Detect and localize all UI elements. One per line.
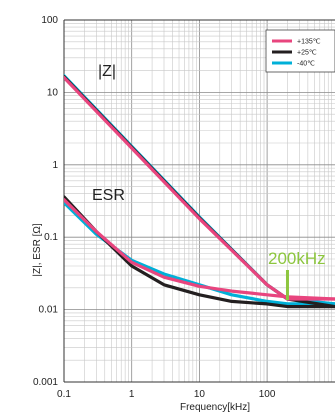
marker-label: 200kHz: [268, 249, 326, 268]
x-axis-label: Frequency[kHz]: [180, 402, 250, 413]
y-tick-label: 100: [41, 15, 58, 26]
y-axis-label: |Z|, ESR [Ω]: [32, 223, 43, 276]
x-tick-label: 100: [259, 389, 276, 400]
z-line: [64, 75, 335, 301]
y-tick-label: 0.01: [39, 305, 59, 316]
y-tick-label: 10: [47, 87, 59, 98]
esr-curve-label: ESR: [92, 187, 125, 204]
x-tick-label: 0.1: [57, 389, 71, 400]
y-tick-label: 1: [52, 160, 58, 171]
z-curve-label: |Z|: [98, 63, 116, 80]
legend-entry: +25℃: [297, 50, 317, 57]
x-tick-label: 1: [129, 389, 135, 400]
curves: [64, 74, 335, 309]
legend-entry: -40℃: [297, 61, 315, 68]
y-tick-label: 0.1: [44, 232, 58, 243]
legend: +135℃ +25℃ -40℃: [265, 29, 335, 73]
x-tick-label: 10: [194, 389, 206, 400]
grid: [63, 20, 335, 383]
y-tick-label: 0.001: [33, 377, 58, 388]
legend-entry: +135℃: [297, 39, 321, 46]
tick-labels: 0.1 1 10 100 100 10 1 0.1 0.01 0.001: [33, 15, 276, 400]
esr-line: [64, 198, 335, 301]
